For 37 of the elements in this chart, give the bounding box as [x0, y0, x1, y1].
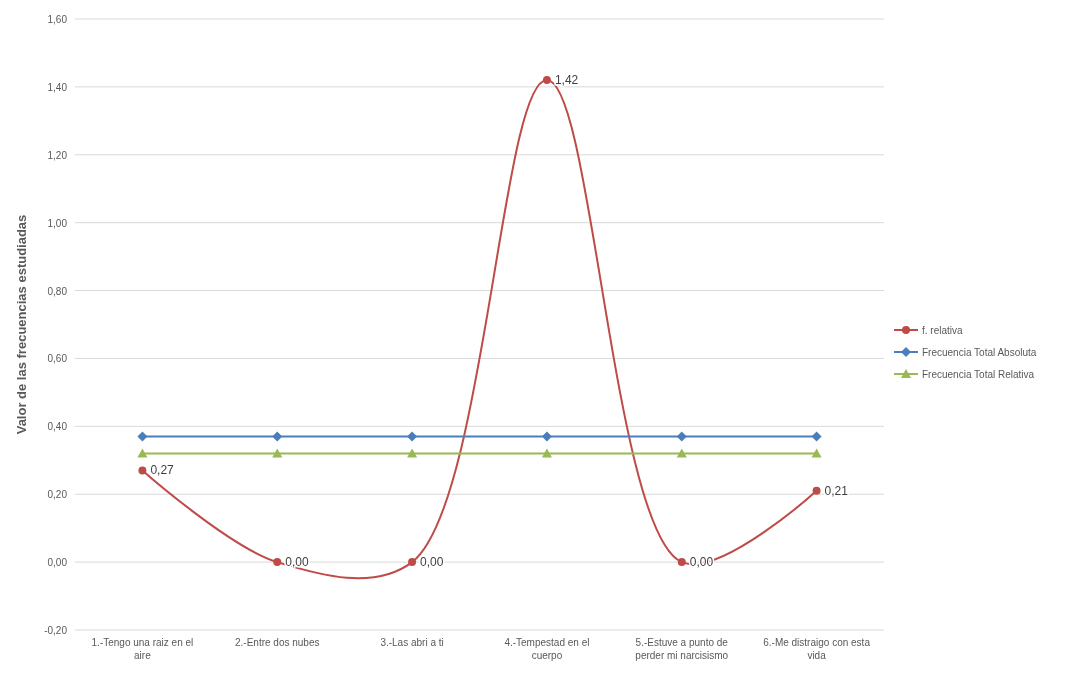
point: [138, 466, 147, 475]
legend-label: f. relativa: [922, 325, 964, 336]
y-tick-label: 1,00: [47, 217, 68, 229]
data-label: 0,21: [824, 483, 849, 498]
y-tick-label: 0,20: [47, 489, 68, 501]
point: [677, 558, 686, 567]
data-label: 1,42: [554, 73, 579, 88]
point: [273, 558, 282, 567]
legend-label: Frecuencia Total Absoluta: [922, 347, 1037, 358]
x-tick-label: 4.-Tempestad en el cuerpo: [504, 637, 590, 661]
data-label: 0,00: [285, 555, 309, 570]
y-tick-label: -0,20: [44, 625, 68, 636]
x-tick-label: 5.-Estuve a punto de perder mi narcisismo: [635, 637, 729, 661]
point: [408, 558, 417, 567]
x-tick-label: 6.-Me distraigo con esta vida: [763, 637, 871, 661]
y-tick-label: 1,40: [47, 81, 68, 93]
y-axis-title: Valor de las frecuencias estudiadas: [14, 214, 29, 435]
y-tick-label: 0,40: [47, 421, 68, 433]
point: [272, 431, 283, 442]
point: [542, 76, 551, 85]
y-tick-label: 0,00: [47, 557, 68, 569]
point: [137, 431, 148, 442]
point: [812, 486, 821, 495]
y-tick-label: 1,20: [47, 149, 68, 161]
point: [811, 431, 822, 442]
x-tick-label: 3.-Las abri a ti: [380, 637, 444, 648]
y-tick-label: 0,80: [47, 285, 68, 297]
point: [541, 431, 552, 442]
data-label: 0,00: [420, 555, 444, 570]
point: [407, 431, 418, 442]
legend-label: Frecuencia Total Relativa: [922, 369, 1035, 380]
x-tick-label: 2.-Entre dos nubes: [235, 637, 320, 648]
y-tick-label: 1,60: [47, 14, 68, 25]
data-label: 0,27: [150, 463, 175, 478]
y-tick-label: 0,60: [47, 353, 68, 365]
point: [676, 431, 687, 442]
x-tick-label: 1.-Tengo una raiz en el aire: [91, 637, 194, 661]
